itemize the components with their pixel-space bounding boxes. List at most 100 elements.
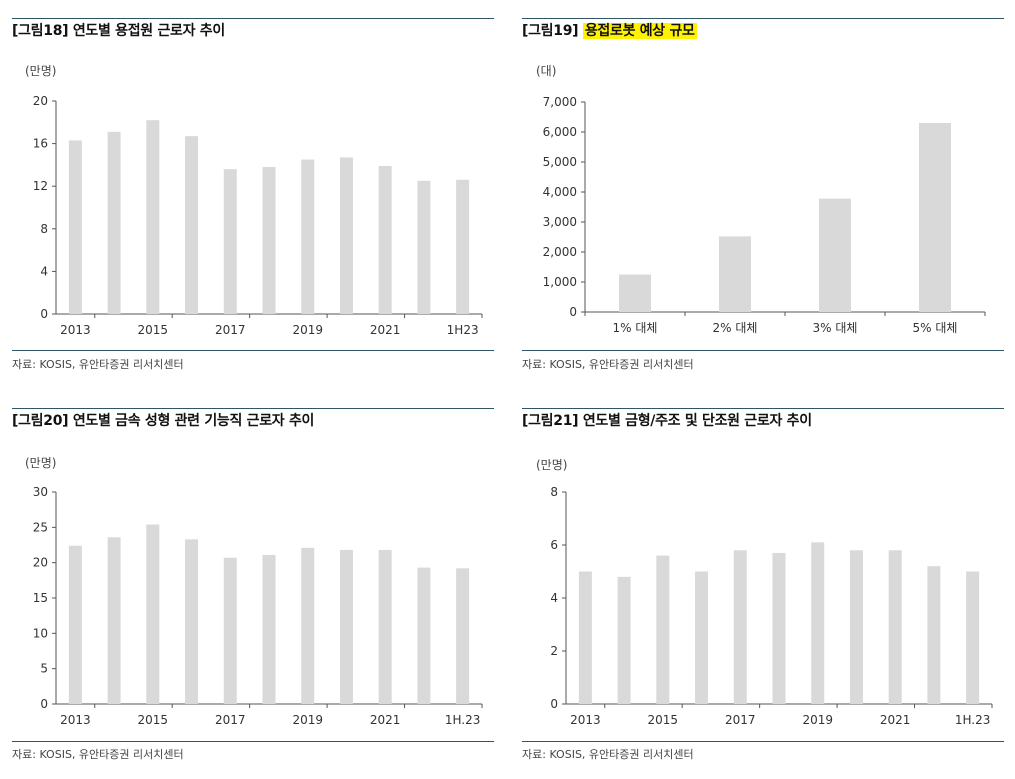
source-note: 자료: KOSIS, 유안타증권 리서치센터 [12,748,184,761]
x-tick-label: 2017 [215,713,246,727]
bar-2014 [107,131,121,314]
bar-2013 [68,545,82,704]
bar-3% 대체 [819,198,851,312]
y-tick-label: 0 [40,697,48,711]
panel-top-rule [522,408,1004,409]
x-tick-label: 2015 [648,713,679,727]
y-tick-label: 25 [33,520,48,534]
panel-bottom-rule [522,350,1004,351]
bar-2019 [301,159,315,314]
chart-panel-19: [그림19] 용접로봇 예상 규모 (대) 0 1,000 2,000 3,000 4,… [522,18,1004,371]
y-axis-unit: (대) [536,64,557,78]
bar-2014 [107,537,121,704]
panel-top-rule [12,18,494,19]
x-tick-label: 2% 대체 [713,321,758,335]
bar-2016 [185,539,199,704]
x-tick-label: 5% 대체 [913,321,958,335]
panel-bottom-rule [12,350,494,351]
source-note: 자료: KOSIS, 유안타증권 리서치센터 [12,358,184,371]
bar-2013 [578,571,592,704]
y-tick-label: 0 [40,307,48,321]
bar-2020 [339,549,353,704]
chart-title: [그림20] 연도별 금속 성형 관련 기능직 근로자 추이 [12,410,314,430]
bar-chart-20: 0 5 10 15 20 25 30 2013 2015 2017 2019 2021 1H.23 [33,485,483,727]
chart-title-text: [그림18] 연도별 용접원 근로자 추이 [12,23,225,39]
y-tick-label: 4 [550,591,558,605]
chart-title-text: [그림19] [522,23,579,39]
y-tick-label: 8 [40,222,48,236]
y-tick-label: 3,000 [543,215,577,229]
x-tick-label: 3% 대체 [813,321,858,335]
bar-2018 [262,167,276,314]
y-tick-label: 0 [550,697,558,711]
bar-2014 [617,576,631,704]
y-tick-label: 7,000 [543,95,577,109]
x-tick-label: 2021 [370,323,401,337]
bar-2019 [811,542,825,704]
chart-title-highlight: 용접로봇 예상 규모 [582,23,697,39]
bar-2017 [733,550,747,704]
bar-2021 [378,549,392,704]
bar-2021 [378,165,392,314]
bar-2020 [849,550,863,704]
bar-2017 [223,169,237,314]
y-tick-label: 8 [550,485,558,499]
x-tick-label: 2017 [725,713,756,727]
x-tick-label: 1H.23 [955,713,991,727]
bar-2017 [223,557,237,704]
bar-1H.23 [456,568,470,704]
chart-title: [그림21] 연도별 금형/주조 및 단조원 근로자 추이 [522,410,812,430]
x-tick-label: 2017 [215,323,246,337]
y-axis-unit: (만명) [25,456,57,470]
y-axis-unit: (만명) [25,64,57,78]
y-tick-label: 6,000 [543,125,577,139]
bar-chart-18: 0 4 8 12 16 20 2013 2015 2017 2019 2021 1H23 [33,94,483,337]
bar-5% 대체 [919,123,951,312]
chart-title: [그림18] 연도별 용접원 근로자 추이 [12,20,225,40]
panel-top-rule [12,408,494,409]
y-tick-label: 20 [33,94,48,108]
x-tick-label: 2019 [292,713,323,727]
source-note: 자료: KOSIS, 유안타증권 리서치센터 [522,358,694,371]
x-tick-label: 2013 [570,713,601,727]
chart-panel-18: [그림18] 연도별 용접원 근로자 추이 (만명) 0 4 8 12 16 20 2013… [12,18,494,371]
bar-2018 [262,554,276,704]
y-tick-label: 10 [33,626,48,640]
x-tick-label: 2015 [138,323,169,337]
bar-2016 [185,136,199,314]
y-tick-label: 12 [33,179,48,193]
bar-2015 [146,120,160,314]
x-tick-label: 2019 [292,323,323,337]
y-tick-label: 15 [33,591,48,605]
x-tick-label: 1H23 [447,323,479,337]
x-tick-label: 2021 [880,713,911,727]
y-tick-label: 0 [569,305,577,319]
y-tick-label: 5,000 [543,155,577,169]
chart-title-text: [그림21] 연도별 금형/주조 및 단조원 근로자 추이 [522,413,812,429]
x-tick-label: 2015 [138,713,169,727]
bar-2022 [417,180,431,314]
source-note: 자료: KOSIS, 유안타증권 리서치센터 [522,748,694,761]
panel-top-rule [522,18,1004,19]
y-tick-label: 20 [33,556,48,570]
bar-2022 [927,566,941,704]
bar-2015 [146,524,160,704]
bar-chart-21: 0 2 4 6 8 2013 2015 2017 2019 2021 1H.23 [550,485,993,727]
x-tick-label: 2021 [370,713,401,727]
bar-2018 [772,552,786,704]
chart-panel-20: [그림20] 연도별 금속 성형 관련 기능직 근로자 추이 (만명) 0 5 10… [12,408,494,768]
x-tick-label: 2013 [60,323,91,337]
y-tick-label: 5 [40,662,48,676]
bar-2020 [339,157,353,314]
y-tick-label: 4 [40,264,48,278]
chart-title-text: [그림20] 연도별 금속 성형 관련 기능직 근로자 추이 [12,413,315,429]
y-tick-label: 16 [33,137,48,151]
y-tick-label: 1,000 [543,275,577,289]
chart-panel-21: [그림21] 연도별 금형/주조 및 단조원 근로자 추이 (만명) 0 2 4 6 8… [522,408,1004,768]
bar-1H23 [456,179,470,314]
bar-2022 [417,567,431,704]
bar-2019 [301,547,315,704]
y-tick-label: 30 [33,485,48,499]
y-tick-label: 4,000 [543,185,577,199]
y-tick-label: 6 [550,538,558,552]
